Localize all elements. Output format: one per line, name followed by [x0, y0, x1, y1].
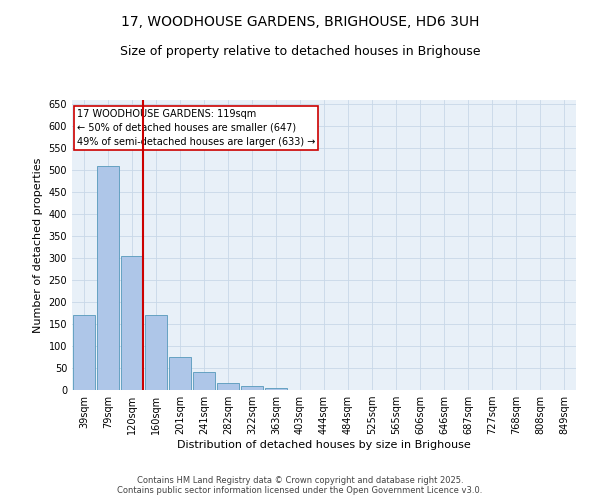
Bar: [265, 388, 287, 390]
Bar: [73, 316, 95, 390]
Bar: [121, 256, 143, 390]
Bar: [169, 357, 191, 390]
Bar: [241, 386, 263, 390]
X-axis label: Distribution of detached houses by size in Brighouse: Distribution of detached houses by size …: [177, 440, 471, 450]
Bar: [97, 166, 119, 390]
Bar: [193, 372, 215, 390]
Text: Size of property relative to detached houses in Brighouse: Size of property relative to detached ho…: [120, 45, 480, 58]
Text: 17 WOODHOUSE GARDENS: 119sqm
← 50% of detached houses are smaller (647)
49% of s: 17 WOODHOUSE GARDENS: 119sqm ← 50% of de…: [77, 108, 316, 146]
Y-axis label: Number of detached properties: Number of detached properties: [33, 158, 43, 332]
Text: Contains HM Land Registry data © Crown copyright and database right 2025.
Contai: Contains HM Land Registry data © Crown c…: [118, 476, 482, 495]
Bar: [217, 384, 239, 390]
Text: 17, WOODHOUSE GARDENS, BRIGHOUSE, HD6 3UH: 17, WOODHOUSE GARDENS, BRIGHOUSE, HD6 3U…: [121, 15, 479, 29]
Bar: [145, 316, 167, 390]
